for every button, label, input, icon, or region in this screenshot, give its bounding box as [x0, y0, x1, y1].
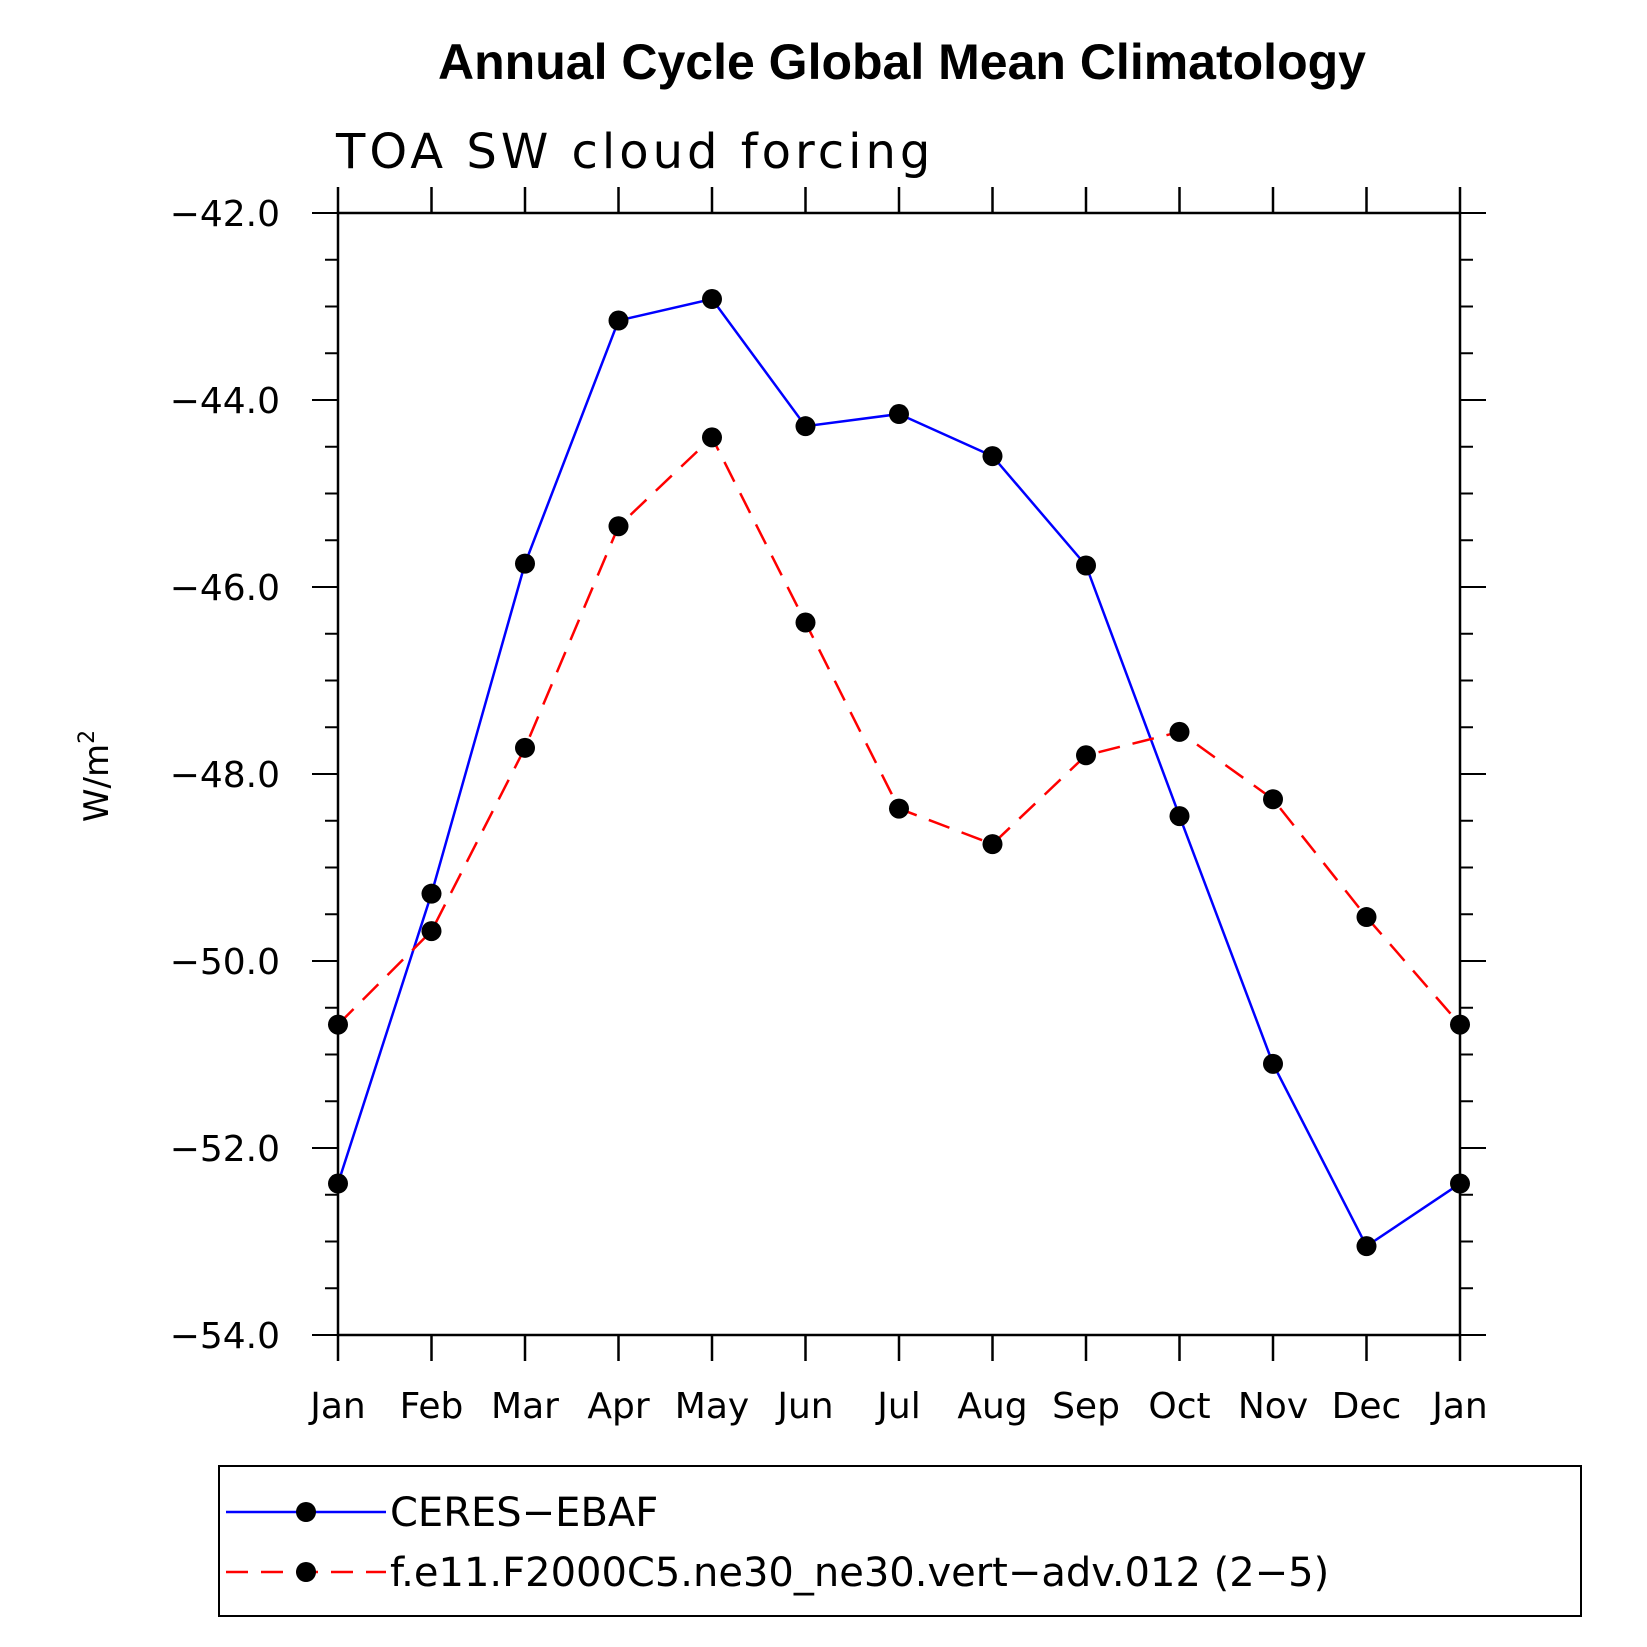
x-tick-label: Oct: [1148, 1386, 1210, 1427]
data-point: [421, 921, 442, 942]
data-point: [1169, 806, 1190, 827]
x-tick-label: Jan: [1430, 1386, 1488, 1427]
x-tick-label: Apr: [587, 1386, 649, 1427]
data-point: [1450, 1173, 1470, 1194]
data-point: [1263, 789, 1283, 810]
x-tick-label: Nov: [1238, 1386, 1308, 1427]
chart-subtitle: TOA SW cloud forcing: [335, 124, 934, 180]
data-point: [421, 883, 442, 904]
y-tick-label: −44.0: [170, 381, 280, 422]
series-layer: [328, 289, 1470, 1257]
plot-frame: [336, 211, 1462, 1337]
legend-item-1: CERES−EBAF: [226, 1490, 658, 1536]
y-tick-label: −46.0: [170, 568, 280, 609]
data-point: [515, 737, 535, 758]
data-point: [702, 427, 722, 448]
y-axis-label-superscript: 2: [75, 730, 100, 744]
series-2: [328, 427, 1470, 1035]
y-tick-label: −48.0: [170, 755, 280, 796]
x-tick-label: Mar: [491, 1386, 559, 1427]
data-point: [795, 612, 816, 633]
data-point: [515, 553, 535, 574]
chart-title: Annual Cycle Global Mean Climatology: [438, 34, 1366, 90]
series-line: [336, 297, 1461, 1248]
data-point: [608, 516, 629, 537]
legend-marker: [296, 1562, 316, 1582]
data-point: [889, 404, 909, 425]
legend-label: CERES−EBAF: [390, 1490, 658, 1536]
x-tick-labels: Jan Feb Mar Apr May Jun Jul Aug Sep Oct Nov Dec Jan: [308, 1386, 1488, 1427]
data-point: [1169, 721, 1190, 742]
data-point: [608, 310, 629, 331]
y-tick-labels: −42.0 −44.0 −46.0 −48.0 −50.0 −52.0 −54.0: [170, 194, 280, 1357]
data-point: [328, 1173, 348, 1194]
x-tick-label: Jun: [775, 1386, 833, 1427]
legend: [218, 1465, 1582, 1617]
data-point: [1076, 745, 1096, 766]
y-axis-label: W/m2: [75, 730, 117, 822]
x-tick-label: Dec: [1332, 1386, 1402, 1427]
x-tick-label: Jan: [308, 1386, 366, 1427]
data-point: [1450, 1014, 1470, 1035]
data-point: [982, 446, 1003, 467]
data-point: [702, 289, 722, 310]
x-tick-label: Jul: [875, 1386, 920, 1427]
legend-items: CERES−EBAF f.e11.F2000C5.ne30_ne30.vert−a…: [226, 1490, 1329, 1596]
series-line: [337, 435, 1461, 1026]
y-tick-label: −52.0: [170, 1129, 280, 1170]
legend-item-2: f.e11.F2000C5.ne30_ne30.vert−adv.012 (2−…: [226, 1550, 1329, 1596]
x-tick-label: Aug: [957, 1386, 1027, 1427]
y-tick-label: −42.0: [170, 194, 280, 235]
legend-marker: [296, 1502, 316, 1522]
x-tick-label: May: [675, 1386, 749, 1427]
series-1: [328, 289, 1470, 1257]
data-point: [1076, 555, 1096, 576]
y-axis-label-text: W/m: [77, 744, 117, 822]
y-tick-label: −50.0: [170, 942, 280, 983]
data-point: [1356, 1236, 1377, 1257]
svg-text:W/m2: W/m2: [75, 730, 117, 822]
y-tick-label: −54.0: [170, 1316, 280, 1357]
data-point: [795, 416, 816, 437]
x-tick-label: Feb: [400, 1386, 464, 1427]
data-point: [982, 834, 1003, 855]
data-point: [1263, 1053, 1283, 1074]
x-tick-label: Sep: [1052, 1386, 1120, 1427]
axis-ticks: [312, 187, 1486, 1361]
data-point: [1356, 907, 1377, 928]
data-point: [889, 798, 909, 819]
data-point: [328, 1014, 348, 1035]
legend-label: f.e11.F2000C5.ne30_ne30.vert−adv.012 (2−…: [390, 1550, 1329, 1596]
